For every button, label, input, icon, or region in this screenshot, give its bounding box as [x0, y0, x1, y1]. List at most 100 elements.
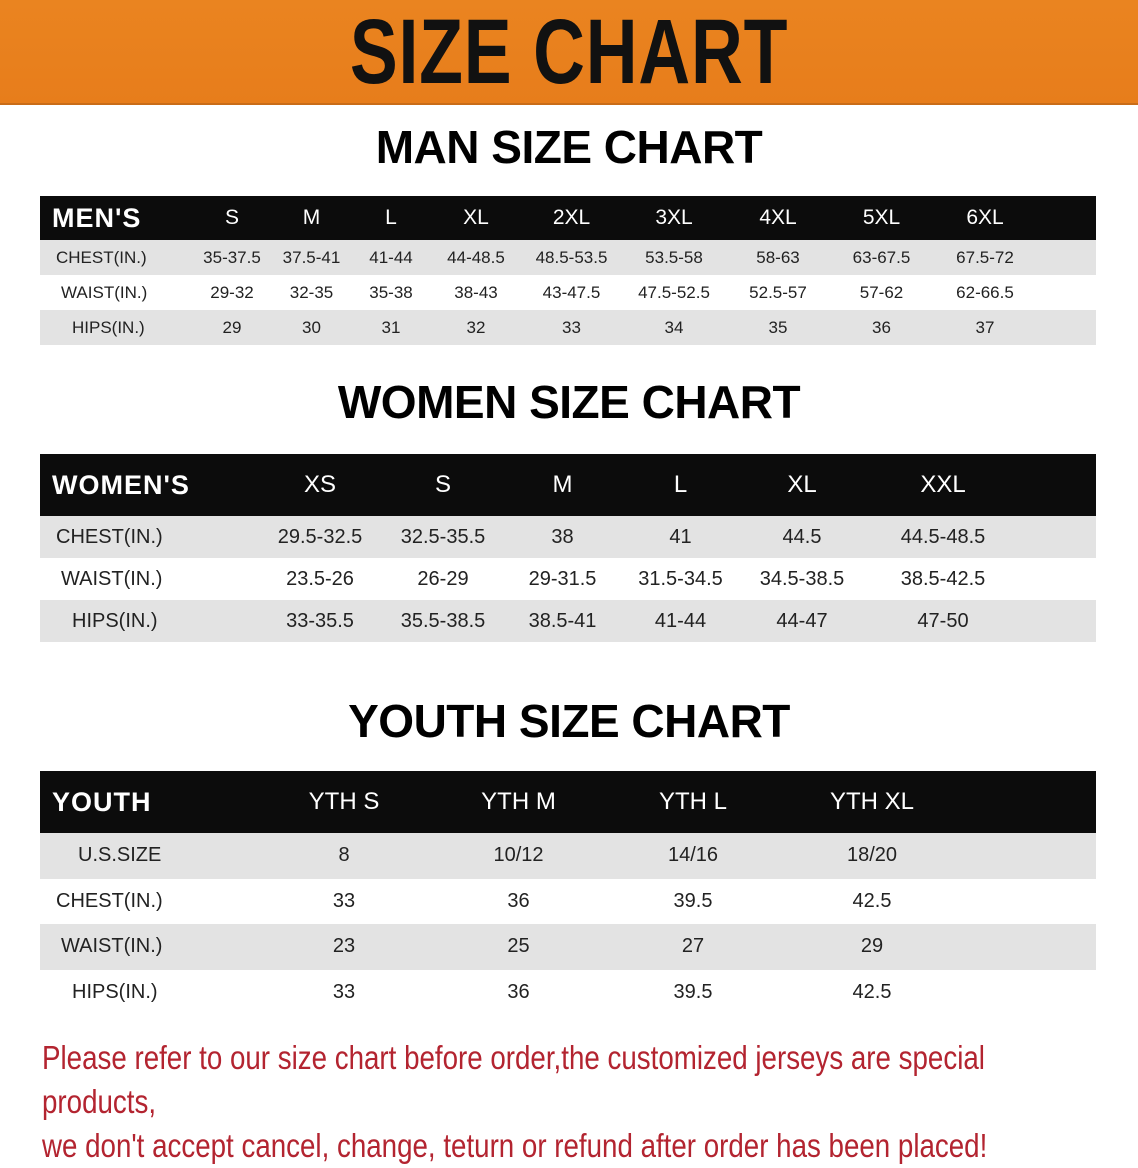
table-row: CHEST(IN.) 33 36 39.5 42.5	[40, 878, 1096, 924]
measurement-value: 29	[860, 935, 884, 958]
size-column-header: 5XL	[862, 206, 901, 229]
measurement-value: 41-44	[369, 247, 413, 267]
measurement-value: 39.5	[673, 889, 713, 912]
measurement-value: 48.5-53.5	[535, 247, 608, 267]
size-column-header: 2XL	[552, 206, 591, 229]
measurement-value: 32-35	[289, 282, 334, 302]
measurement-value: 29	[222, 317, 242, 337]
measurement-value: 34	[664, 317, 684, 337]
table-row: WAIST(IN.) 23.5-26 26-29 29-31.5 31.5-34.5 34…	[40, 558, 1096, 600]
table-row: CHEST(IN.) 35-37.5 37.5-41 41-44 44-48.5 48.5…	[40, 240, 1096, 275]
measurement-value: 42.5	[852, 889, 892, 912]
measurement-value: 33	[332, 889, 356, 912]
measurement-value: 31.5-34.5	[638, 567, 723, 590]
measurement-label: HIPS(IN.)	[72, 317, 145, 337]
measurement-value: 33	[332, 980, 356, 1003]
size-column-header: S	[434, 471, 451, 498]
size-column-header: XS	[303, 471, 336, 498]
disclaimer-line-2: we don't accept cancel, change, teturn o…	[42, 1127, 988, 1164]
table-row: U.S.SIZE 8 10/12 14/16 18/20	[40, 833, 1096, 879]
measurement-value: 35-37.5	[203, 247, 261, 267]
table-header-row: YOUTH YTH S YTH M YTH L YTH XL	[40, 771, 1096, 833]
measurement-value: 38.5-41	[528, 609, 597, 632]
measurement-value: 58-63	[756, 247, 800, 267]
measurement-value: 38.5-42.5	[900, 567, 986, 590]
men-section-title: MAN SIZE CHART	[375, 121, 763, 173]
size-column-header: L	[673, 471, 688, 498]
measurement-value: 67.5-72	[956, 247, 1014, 267]
measurement-value: 18/20	[846, 844, 898, 867]
measurement-value: 14/16	[667, 844, 719, 867]
measurement-value: 38	[551, 525, 574, 548]
measurement-value: 44-48.5	[447, 247, 505, 267]
banner-title: SIZE CHART	[349, 1, 789, 103]
size-column-header: M	[302, 206, 321, 229]
disclaimer-line-1: Please refer to our size chart before or…	[42, 1039, 985, 1120]
youth-size-table: YOUTH YTH S YTH M YTH L YTH XL U.S.SIZE 8 10/12…	[40, 771, 1096, 1015]
measurement-value: 8	[338, 844, 350, 867]
measurement-value: 36	[507, 889, 530, 912]
measurement-value: 38-43	[454, 282, 498, 302]
measurement-value: 31	[381, 317, 401, 337]
measurement-value: 32	[466, 317, 486, 337]
measurement-value: 63-67.5	[852, 247, 911, 267]
measurement-value: 23	[332, 935, 356, 958]
size-column-header: 3XL	[655, 206, 693, 229]
measurement-value: 44-47	[776, 609, 828, 632]
measurement-value: 47.5-52.5	[638, 282, 710, 302]
measurement-value: 27	[681, 935, 705, 958]
measurement-value: 57-62	[859, 282, 904, 302]
table-row: HIPS(IN.) 33 36 39.5 42.5	[40, 969, 1096, 1015]
measurement-value: 34.5-38.5	[759, 567, 845, 590]
table-header-label: WOMEN'S	[52, 469, 190, 500]
size-column-header: L	[385, 206, 397, 229]
measurement-label: CHEST(IN.)	[56, 889, 163, 912]
measurement-value: 10/12	[493, 844, 544, 867]
measurement-value: 62-66.5	[956, 282, 1014, 302]
measurement-value: 23.5-26	[286, 567, 354, 590]
table-row: HIPS(IN.) 29 30 31 32 33 34 35 36 37	[40, 310, 1096, 345]
measurement-value: 29.5-32.5	[277, 525, 363, 548]
measurement-value: 37	[975, 317, 995, 337]
measurement-value: 42.5	[852, 980, 892, 1003]
measurement-value: 35-38	[369, 282, 413, 302]
measurement-value: 36	[507, 980, 530, 1003]
measurement-value: 33-35.5	[286, 609, 354, 632]
measurement-value: 25	[507, 935, 530, 958]
banner: SIZE CHART	[0, 0, 1138, 105]
measurement-value: 41-44	[654, 609, 707, 632]
measurement-value: 37.5-41	[282, 247, 341, 267]
measurement-label: WAIST(IN.)	[61, 935, 163, 958]
measurement-value: 53.5-58	[645, 247, 703, 267]
measurement-value: 26-29	[417, 567, 469, 590]
size-column-header: YTH M	[481, 788, 556, 815]
youth-section-title: YOUTH SIZE CHART	[348, 695, 790, 747]
size-column-header: S	[224, 206, 239, 229]
table-row: WAIST(IN.) 23 25 27 29	[40, 924, 1096, 970]
measurement-value: 36	[872, 317, 891, 337]
measurement-value: 41	[669, 525, 692, 548]
measurement-value: 30	[302, 317, 321, 337]
measurement-label: CHEST(IN.)	[56, 247, 147, 267]
measurement-value: 44.5	[782, 525, 822, 548]
measurement-value: 29-32	[210, 282, 254, 302]
women-section-title: WOMEN SIZE CHART	[337, 376, 801, 428]
table-header-label: YOUTH	[52, 786, 152, 817]
measurement-label: HIPS(IN.)	[72, 609, 158, 632]
measurement-value: 29-31.5	[528, 567, 597, 590]
table-row: HIPS(IN.) 33-35.5 35.5-38.5 38.5-41 41-44 44-…	[40, 600, 1096, 642]
measurement-label: WAIST(IN.)	[61, 282, 148, 302]
size-column-header: YTH XL	[829, 788, 915, 815]
size-column-header: XL	[463, 206, 489, 229]
size-column-header: M	[552, 471, 573, 498]
size-column-header: 4XL	[759, 206, 797, 229]
women-size-table: WOMEN'S XS S M L XL XXL CHEST(IN.) 29.5-32.5 32.5…	[40, 454, 1096, 642]
measurement-value: 52.5-57	[749, 282, 807, 302]
measurement-value: 32.5-35.5	[400, 525, 486, 548]
measurement-value: 39.5	[673, 980, 713, 1003]
measurement-value: 47-50	[917, 609, 969, 632]
measurement-value: 33	[562, 317, 581, 337]
size-column-header: 6XL	[966, 206, 1004, 229]
table-row: CHEST(IN.) 29.5-32.5 32.5-35.5 38 41 44.5 44.5…	[40, 516, 1096, 558]
table-row: WAIST(IN.) 29-32 32-35 35-38 38-43 43-47.5 47.…	[40, 275, 1096, 310]
